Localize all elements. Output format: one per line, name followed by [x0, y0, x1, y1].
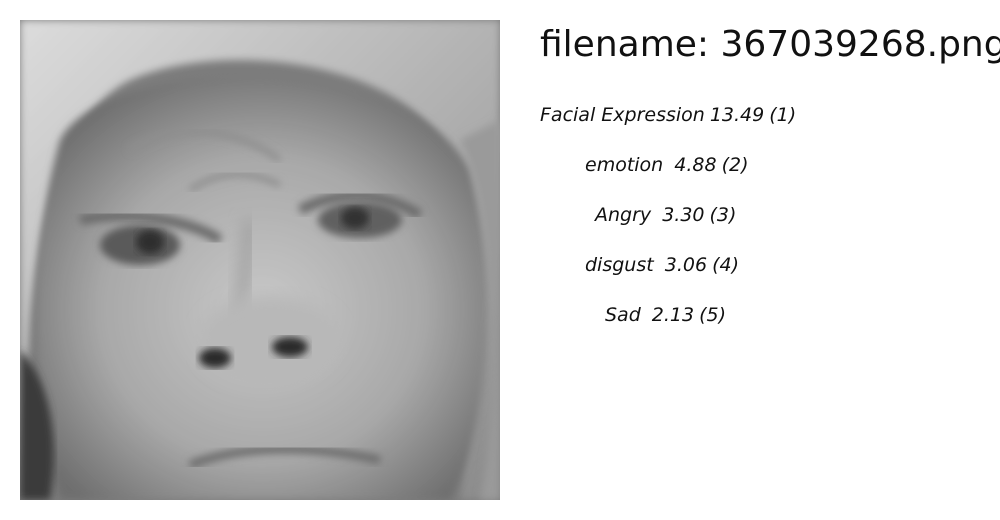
prediction-score: 3.06: [658, 254, 708, 276]
filename-title: filename: 367039268.png: [540, 24, 1000, 65]
prediction-rank: (2): [721, 154, 749, 176]
prediction-label: disgust: [585, 254, 654, 276]
face-photo-image: [20, 20, 500, 500]
prediction-rank: (4): [712, 254, 739, 276]
prediction-label: Angry: [595, 204, 652, 226]
prediction-rank: (3): [709, 204, 737, 226]
prediction-score: 4.88: [668, 154, 717, 176]
prediction-label: Facial Expression: [540, 104, 705, 126]
prediction-rank: (1): [769, 104, 797, 126]
prediction-row-2: emotion 4.88 (2): [585, 152, 749, 178]
prediction-row-5: Sad 2.13 (5): [605, 302, 726, 328]
prediction-rank: (5): [699, 304, 727, 326]
prediction-score: 13.49: [709, 104, 765, 126]
prediction-label: Sad: [605, 304, 641, 326]
prediction-label: emotion: [585, 154, 664, 176]
prediction-row-3: Angry 3.30 (3): [595, 202, 736, 228]
prediction-score: 2.13: [645, 304, 695, 326]
prediction-row-1: Facial Expression 13.49 (1): [540, 102, 796, 128]
prediction-score: 3.30: [656, 204, 705, 226]
prediction-row-4: disgust 3.06 (4): [585, 252, 739, 278]
face-photo: [20, 20, 500, 500]
